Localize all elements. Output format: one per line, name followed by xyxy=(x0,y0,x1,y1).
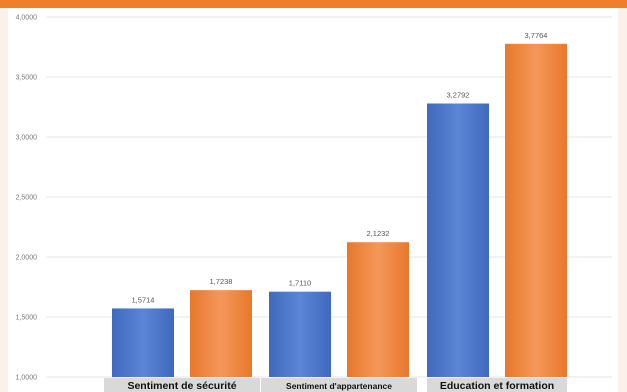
y-tick-label: 2,0000 xyxy=(16,255,38,262)
data-label: 1,7238 xyxy=(210,277,233,286)
data-labels: 1,5714 1,7110 3,2792 1,7238 2,1232 3,7764 xyxy=(132,31,548,305)
category-labels: Sentiment de sécurité Sentiment d'apparte… xyxy=(104,378,567,392)
bar-series-1-1 xyxy=(112,308,174,377)
y-tick-label: 2,5000 xyxy=(16,195,38,202)
data-label: 1,5714 xyxy=(132,295,155,304)
category-label: Sentiment de sécurité xyxy=(127,380,236,392)
accent-band xyxy=(0,0,627,8)
category-label-box xyxy=(104,378,260,392)
y-tick-label: 1,0000 xyxy=(16,375,38,382)
y-axis-tick-labels: 1,0000 1,5000 2,0000 2,5000 3,0000 3,5000 4,00… xyxy=(16,15,38,382)
bar-series-2-3 xyxy=(505,43,567,377)
bar-series-1-2 xyxy=(269,291,331,377)
y-tick-label: 1,5000 xyxy=(16,315,38,322)
category-label: Education et formation xyxy=(440,380,554,392)
y-tick-label: 4,0000 xyxy=(16,15,38,22)
data-label: 3,7764 xyxy=(525,31,548,40)
bars xyxy=(112,43,567,377)
category-label-box xyxy=(261,378,417,392)
bar-series-2-1 xyxy=(190,290,252,377)
y-tick-label: 3,5000 xyxy=(16,75,38,82)
category-label: Sentiment d'appartenance xyxy=(286,381,392,391)
y-tick-label: 3,0000 xyxy=(16,135,38,142)
bar-series-1-3 xyxy=(427,103,489,377)
category-label-box xyxy=(427,378,567,392)
data-label: 1,7110 xyxy=(289,279,311,288)
data-label: 3,2792 xyxy=(447,90,470,99)
bar-series-2-2 xyxy=(347,242,409,377)
data-label: 2,1232 xyxy=(367,229,390,238)
